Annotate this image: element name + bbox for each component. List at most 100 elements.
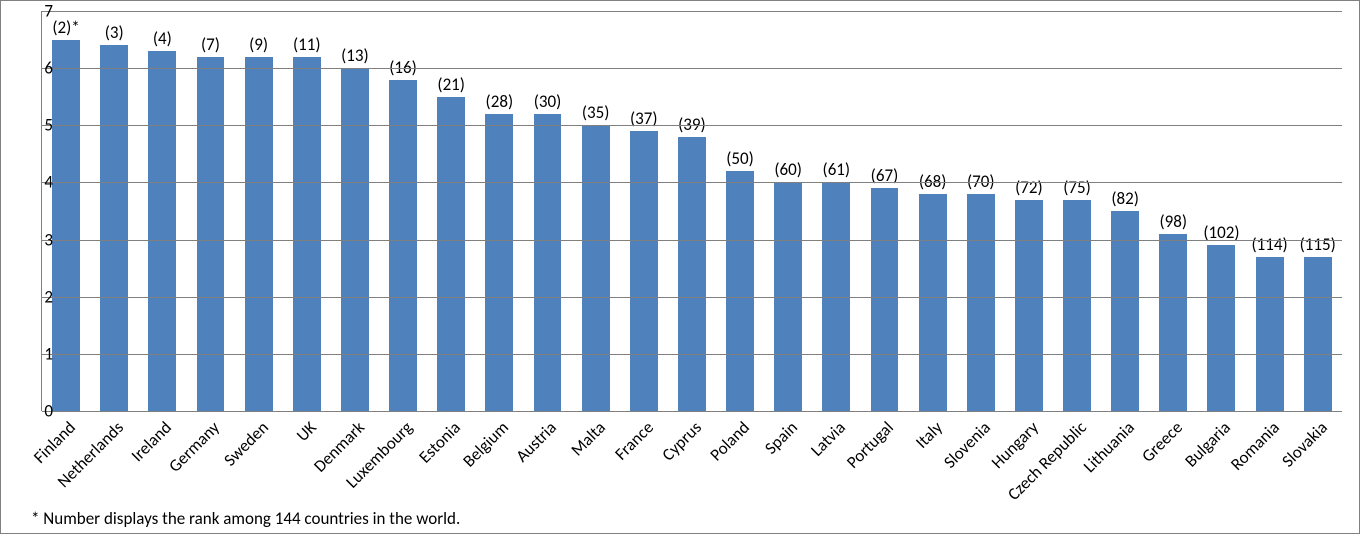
bar: (114) xyxy=(1256,257,1284,411)
bar: (39) xyxy=(678,137,706,411)
bar-rank-label: (21) xyxy=(437,74,465,97)
bar: (37) xyxy=(630,131,658,411)
chart-container: (2)* (3) (4) (7) (9) (11) (13) (16) (21) (28) (30)… xyxy=(0,0,1360,534)
bar: (11) xyxy=(293,57,321,411)
bar-rank-label: (60) xyxy=(774,159,802,182)
x-label-slot: Lithuania xyxy=(1100,411,1148,511)
bar-rank-label: (82) xyxy=(1111,188,1139,211)
x-label-slot: Malta xyxy=(571,411,619,511)
bar-slot: (13) xyxy=(331,11,379,411)
bar: (70) xyxy=(967,194,995,411)
bar-slot: (50) xyxy=(716,11,764,411)
bar: (115) xyxy=(1304,257,1332,411)
gridline xyxy=(42,68,1342,69)
bar-rank-label: (72) xyxy=(1015,177,1043,200)
x-axis-label: Spain xyxy=(761,417,803,459)
y-tick-label: 6 xyxy=(33,58,53,79)
bar: (28) xyxy=(485,114,513,411)
bar-slot: (61) xyxy=(812,11,860,411)
bar: (68) xyxy=(919,194,947,411)
x-label-slot: France xyxy=(619,411,667,511)
bar-slot: (16) xyxy=(379,11,427,411)
bar-rank-label: (30) xyxy=(534,91,562,114)
bar-slot: (9) xyxy=(235,11,283,411)
gridline xyxy=(42,240,1342,241)
bar-slot: (98) xyxy=(1149,11,1197,411)
x-label-slot: Austria xyxy=(522,411,570,511)
bar-rank-label: (75) xyxy=(1063,177,1091,200)
bar: (9) xyxy=(245,57,273,411)
bar: (67) xyxy=(871,188,899,411)
bar: (50) xyxy=(726,171,754,411)
gridline xyxy=(42,125,1342,126)
x-label-slot: Slovakia xyxy=(1293,411,1341,511)
bar: (35) xyxy=(582,125,610,411)
footnote: * Number displays the rank among 144 cou… xyxy=(31,508,460,529)
bar-slot: (102) xyxy=(1197,11,1245,411)
y-tick-label: 5 xyxy=(33,115,53,136)
bar-slot: (39) xyxy=(668,11,716,411)
y-tick-label: 2 xyxy=(33,286,53,307)
bar-rank-label: (9) xyxy=(249,34,268,57)
bar-slot: (70) xyxy=(957,11,1005,411)
y-tick-label: 7 xyxy=(33,1,53,22)
x-label-slot: Cyprus xyxy=(667,411,715,511)
bar-slot: (82) xyxy=(1101,11,1149,411)
bar-slot: (28) xyxy=(475,11,523,411)
bar: (75) xyxy=(1063,200,1091,411)
x-label-slot: Portugal xyxy=(859,411,907,511)
bar-rank-label: (102) xyxy=(1203,222,1239,245)
bar-slot: (30) xyxy=(523,11,571,411)
bar-rank-label: (98) xyxy=(1160,211,1188,234)
bar-rank-label: (114) xyxy=(1251,234,1287,257)
bar-rank-label: (7) xyxy=(201,34,220,57)
bar-slot: (72) xyxy=(1005,11,1053,411)
x-axis-label: UK xyxy=(292,417,321,446)
gridline xyxy=(42,297,1342,298)
x-label-slot: Belgium xyxy=(474,411,522,511)
bar-slot: (7) xyxy=(186,11,234,411)
x-axis-label: Malta xyxy=(566,417,609,460)
bar-slot: (3) xyxy=(90,11,138,411)
bars-group: (2)* (3) (4) (7) (9) (11) (13) (16) (21) (28) (30)… xyxy=(42,11,1342,411)
bar: (72) xyxy=(1015,200,1043,411)
x-label-slot: Netherlands xyxy=(89,411,137,511)
bar-rank-label: (13) xyxy=(341,45,369,68)
y-tick-label: 1 xyxy=(33,343,53,364)
gridline xyxy=(42,11,1342,12)
bar-rank-label: (2)* xyxy=(52,17,79,40)
bar-slot: (11) xyxy=(283,11,331,411)
bar-rank-label: (50) xyxy=(726,148,754,171)
bar-slot: (37) xyxy=(620,11,668,411)
bar-rank-label: (115) xyxy=(1300,234,1336,257)
y-tick-label: 4 xyxy=(33,172,53,193)
x-label-slot: Spain xyxy=(763,411,811,511)
bar: (30) xyxy=(534,114,562,411)
bar-rank-label: (11) xyxy=(293,34,321,57)
bar-slot: (21) xyxy=(427,11,475,411)
bar-slot: (67) xyxy=(860,11,908,411)
bar-slot: (115) xyxy=(1294,11,1342,411)
bar: (98) xyxy=(1159,234,1187,411)
bar-rank-label: (61) xyxy=(823,159,851,182)
bar-rank-label: (28) xyxy=(486,91,514,114)
plot-area: (2)* (3) (4) (7) (9) (11) (13) (16) (21) (28) (30)… xyxy=(41,11,1342,411)
x-label-slot: Luxembourg xyxy=(378,411,426,511)
bar: (102) xyxy=(1207,245,1235,411)
gridline xyxy=(42,182,1342,183)
bar: (7) xyxy=(197,57,225,411)
bar: (16) xyxy=(389,80,417,411)
bar-slot: (4) xyxy=(138,11,186,411)
bar-slot: (35) xyxy=(572,11,620,411)
bar-rank-label: (4) xyxy=(153,28,172,51)
bar: (82) xyxy=(1111,211,1139,411)
bar-slot: (60) xyxy=(764,11,812,411)
x-axis-label: Italy xyxy=(911,417,947,453)
bar-rank-label: (37) xyxy=(630,108,658,131)
bar-slot: (75) xyxy=(1053,11,1101,411)
bar: (21) xyxy=(437,97,465,411)
bar-rank-label: (3) xyxy=(105,22,124,45)
bar: (4) xyxy=(148,51,176,411)
x-axis-label: Latvia xyxy=(807,417,851,461)
y-tick-label: 0 xyxy=(33,401,53,422)
